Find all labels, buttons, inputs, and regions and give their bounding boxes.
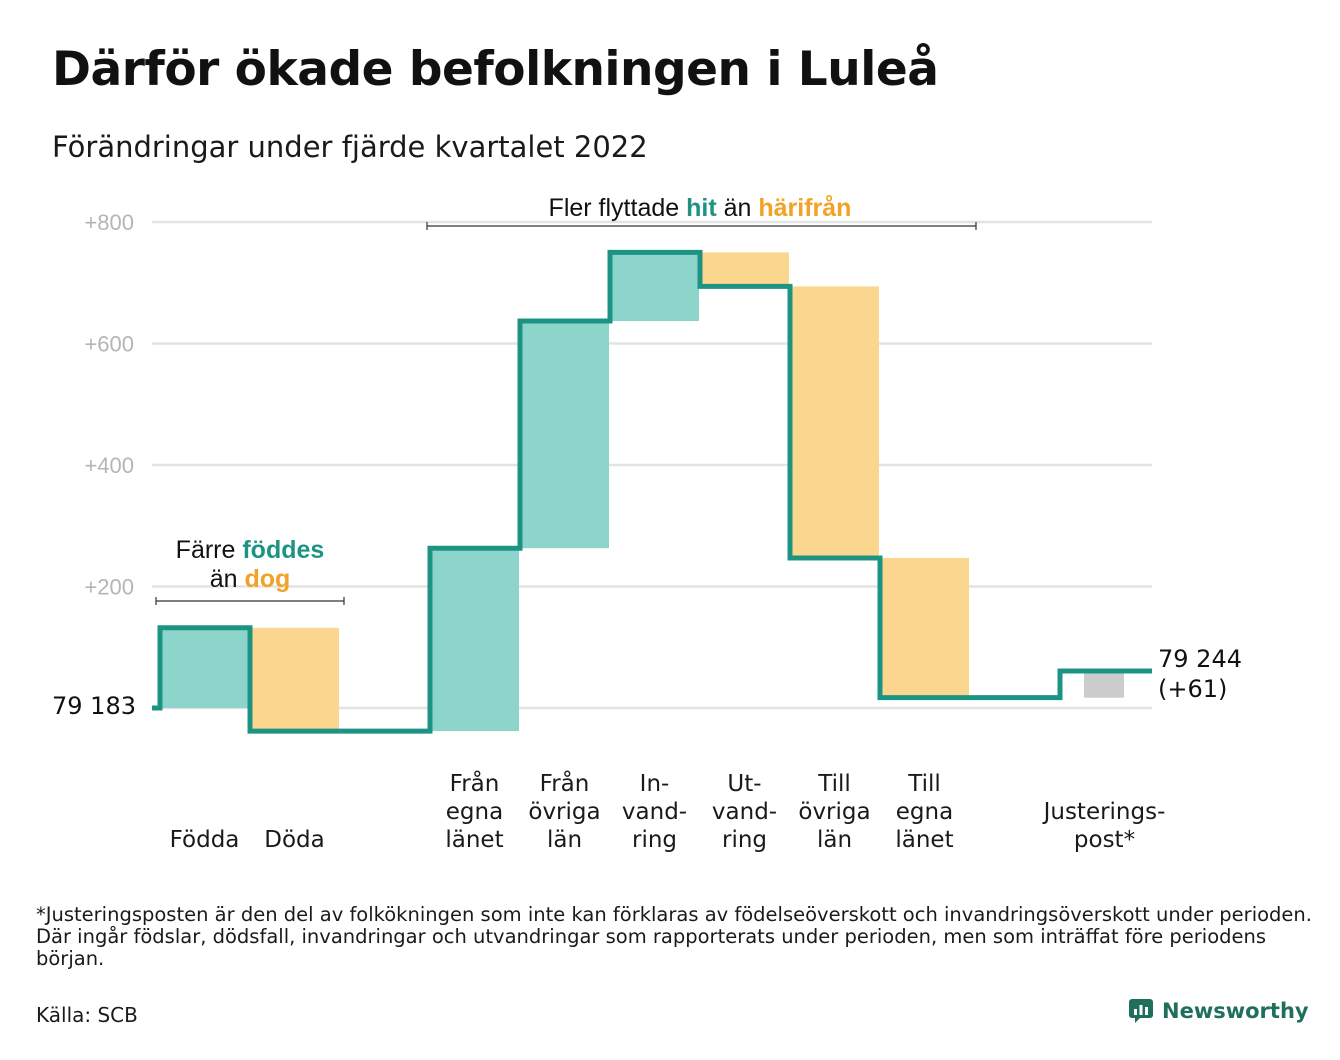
migration-bracket <box>426 222 977 230</box>
bar-till-övriga-län <box>790 286 879 558</box>
category-labels: Födda Döda Från egna länet Från övriga län In-va… <box>170 769 1166 853</box>
start-value-label: 79 183 <box>52 692 136 720</box>
bar-till-egna-länet <box>880 557 969 698</box>
deaths-annotation-text: än <box>210 565 245 593</box>
migration-annotation: Fler flyttade hit än härifrån <box>426 194 977 230</box>
births-annotation-text: Färre <box>176 536 243 564</box>
bars <box>160 252 1124 732</box>
category-label: In-vand-ring <box>622 771 687 853</box>
bar-från-övriga-län <box>520 321 609 549</box>
category-label: Justerings-post* <box>1042 799 1166 853</box>
births-bracket <box>155 597 345 605</box>
page-subtitle: Förändringar under fjärde kvartalet 2022 <box>52 130 648 164</box>
y-tick-label: +800 <box>84 210 134 235</box>
category-label: Till egna länet <box>895 771 953 853</box>
bar-utvandring <box>700 252 789 287</box>
migration-annotation-mid: än <box>717 194 759 222</box>
y-axis-ticks: +800 +600 +400 +200 <box>84 210 134 600</box>
bar-födda <box>160 627 249 708</box>
page-title: Därför ökade befolkningen i Luleå <box>52 42 939 97</box>
births-annotation: Färre föddes än dog <box>155 536 345 605</box>
step-line <box>152 249 1152 734</box>
bar-invandring <box>610 252 699 322</box>
y-tick-label: +600 <box>84 332 134 357</box>
migration-annotation-in: hit <box>686 194 717 222</box>
migration-annotation-out: härifrån <box>758 194 851 222</box>
category-label: Ut-vand-ring <box>712 771 777 853</box>
migration-annotation-pre: Fler flyttade <box>549 194 687 222</box>
brand-name: Newsworthy <box>1162 999 1309 1023</box>
migration-annotation-text: Fler flyttade hit än härifrån <box>549 194 852 222</box>
category-label: Från egna länet <box>445 769 503 853</box>
bar-döda <box>250 627 339 732</box>
y-tick-label: +200 <box>84 575 134 600</box>
births-annotation-line1: Färre föddes <box>176 536 325 564</box>
category-label: Från övriga län <box>528 769 600 853</box>
births-annotation-line2: än dog <box>210 565 291 593</box>
category-label: Till övriga län <box>798 771 870 853</box>
category-label: Födda <box>170 827 240 853</box>
end-change-label: (+61) <box>1158 675 1227 703</box>
category-label: Döda <box>264 827 324 853</box>
source-label: Källa: SCB <box>36 1003 138 1027</box>
births-annotation-highlight: föddes <box>242 536 324 564</box>
brand-logo: Newsworthy <box>1128 998 1309 1024</box>
newsworthy-logo-icon <box>1129 999 1153 1023</box>
deaths-annotation-highlight: dog <box>244 565 290 593</box>
bar-från-egna-länet <box>430 548 519 732</box>
footnote: *Justeringsposten är den del av folkökni… <box>36 903 1312 970</box>
y-tick-label: +400 <box>84 453 134 478</box>
end-value-label: 79 244 <box>1158 645 1242 673</box>
cumulative-step-line <box>152 249 1152 734</box>
bar-justeringspost- <box>1084 670 1124 698</box>
